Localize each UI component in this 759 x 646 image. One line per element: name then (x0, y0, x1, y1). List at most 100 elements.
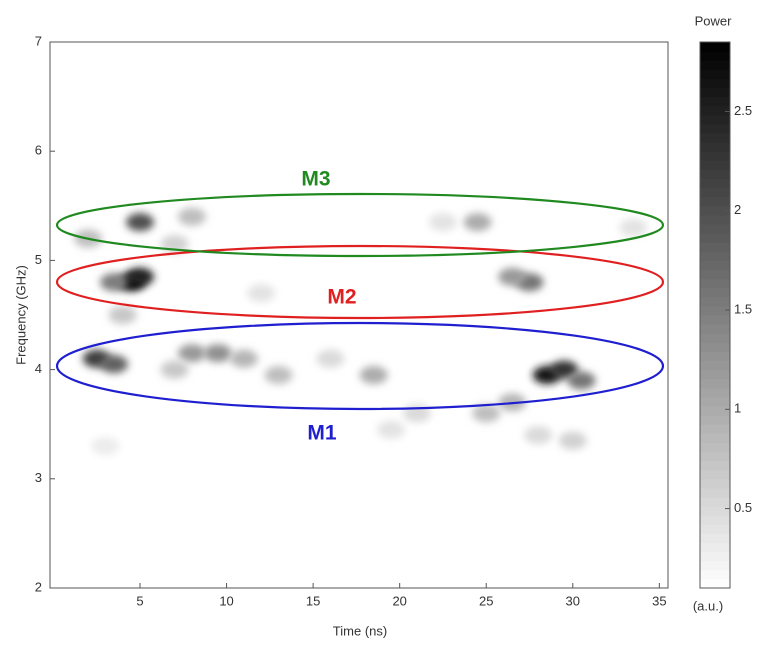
y-tick-label: 6 (35, 143, 42, 158)
power-blob (463, 213, 492, 232)
x-tick-label: 15 (306, 593, 320, 608)
colorbar-segment (700, 133, 730, 143)
colorbar-segment (700, 233, 730, 243)
x-tick-label: 10 (219, 593, 233, 608)
colorbar-segment (700, 251, 730, 261)
colorbar-segment (700, 123, 730, 134)
colorbar-segment (700, 296, 730, 307)
colorbar-segment (700, 351, 730, 361)
power-blob (524, 426, 553, 445)
colorbar-segment (700, 569, 730, 580)
colorbar-segment (700, 178, 730, 189)
colorbar-segment (700, 96, 730, 107)
colorbar-segment (700, 214, 730, 225)
colorbar-segment (700, 396, 730, 407)
colorbar-segment (700, 415, 730, 425)
plot-frame (49, 41, 669, 589)
mode-label: M2 (327, 286, 356, 309)
y-tick-label: 5 (35, 252, 42, 267)
colorbar-segment (700, 60, 730, 70)
mode-label: M1 (307, 422, 336, 445)
power-blob (160, 360, 189, 379)
power-blob (619, 218, 648, 237)
colorbar-segment (700, 151, 730, 161)
y-tick-label: 4 (35, 361, 42, 376)
power-blob (247, 284, 276, 303)
power-blob (126, 213, 155, 232)
power-blob (428, 213, 457, 232)
colorbar-segment (700, 305, 730, 316)
colorbar-unit: (a.u.) (693, 598, 723, 613)
colorbar-segment (700, 460, 730, 471)
x-tick-label: 30 (566, 593, 580, 608)
colorbar-segment (700, 551, 730, 562)
x-tick-label: 25 (479, 593, 493, 608)
colorbar-segment (700, 196, 730, 207)
power-blob (177, 344, 206, 363)
colorbar-segment (700, 278, 730, 289)
power-blob (177, 207, 206, 226)
colorbar-segment (700, 578, 730, 589)
colorbar-title: Power (695, 13, 733, 28)
colorbar-segment (700, 69, 730, 79)
mode-ellipse (55, 321, 665, 411)
colorbar-segment (700, 487, 730, 498)
colorbar-segment (700, 287, 730, 298)
power-blob (316, 349, 345, 368)
power-blob (100, 273, 129, 292)
y-tick-label: 3 (35, 470, 42, 485)
colorbar-segment (700, 315, 730, 325)
colorbar-segment (700, 224, 730, 234)
colorbar-segment (700, 242, 730, 252)
power-blob (100, 355, 129, 374)
colorbar-tick-label: 1 (734, 401, 741, 416)
colorbar-segment (700, 451, 730, 462)
colorbar-segment (700, 369, 730, 380)
power-blob (558, 431, 587, 450)
colorbar-segment (700, 169, 730, 179)
colorbar-segment (700, 324, 730, 334)
colorbar-segment (700, 560, 730, 571)
colorbar-segment (700, 533, 730, 543)
colorbar-tick-label: 2 (734, 202, 741, 217)
colorbar-segment (700, 424, 730, 434)
mode-ellipse (55, 192, 665, 258)
colorbar-segment (700, 333, 730, 343)
colorbar-segment (700, 406, 730, 416)
y-tick-label: 2 (35, 579, 42, 594)
colorbar-segment (700, 442, 730, 452)
colorbar-segment (700, 187, 730, 198)
colorbar-tick-label: 2.5 (734, 103, 752, 118)
colorbar-segment (700, 542, 730, 553)
colorbar-segment (700, 51, 730, 61)
colorbar-segment (700, 387, 730, 398)
colorbar-segment (700, 360, 730, 371)
power-blob (126, 267, 155, 286)
y-tick-label: 7 (35, 33, 42, 48)
mode-ellipse (55, 244, 665, 320)
colorbar-segment (700, 114, 730, 125)
x-tick-label: 35 (652, 593, 666, 608)
colorbar-segment (700, 260, 730, 270)
colorbar-segment (700, 469, 730, 480)
colorbar-segment (700, 160, 730, 170)
colorbar-segment (700, 342, 730, 352)
power-blob (108, 306, 137, 324)
colorbar-frame (699, 41, 731, 589)
colorbar-segment (700, 378, 730, 389)
y-axis-label: Frequency (GHz) (13, 265, 28, 365)
x-tick-label: 20 (392, 593, 406, 608)
power-blob (567, 371, 596, 390)
colorbar-segment (700, 78, 730, 88)
colorbar-segment (700, 42, 730, 52)
power-blob (472, 404, 501, 423)
power-blob (359, 366, 388, 385)
colorbar-segment (700, 506, 730, 516)
colorbar-segment (700, 87, 730, 98)
power-blob (264, 366, 293, 385)
power-blob (91, 437, 120, 456)
x-axis-label: Time (ns) (333, 623, 387, 638)
colorbar-segment (700, 142, 730, 152)
power-blob (498, 267, 527, 286)
